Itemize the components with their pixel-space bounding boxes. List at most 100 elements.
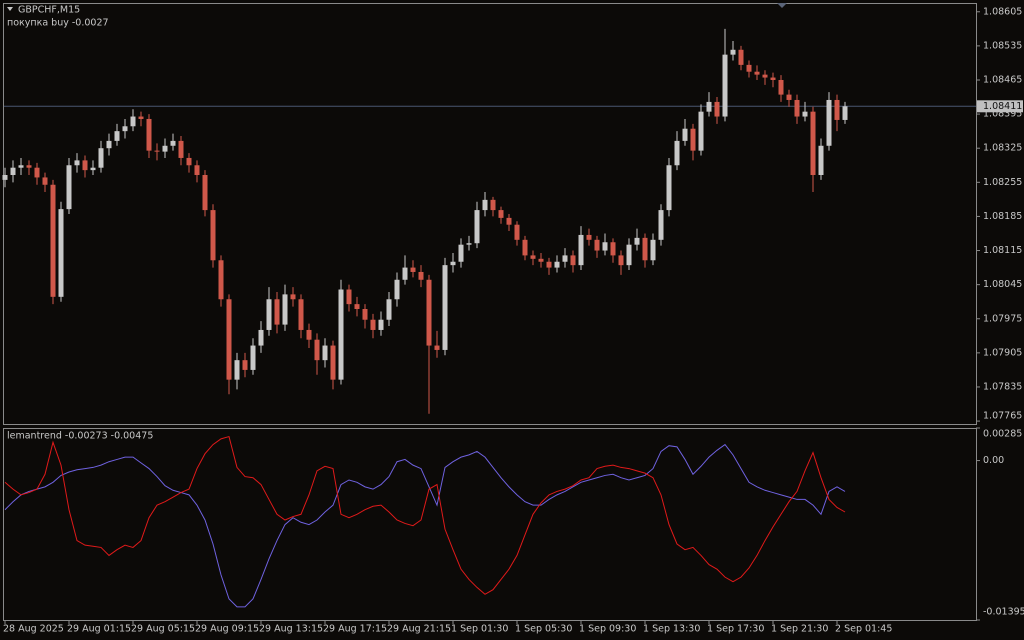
candle-body xyxy=(114,131,120,141)
candle-body xyxy=(562,255,568,262)
candle-body xyxy=(602,242,608,251)
candle-body xyxy=(466,243,472,245)
candle-body xyxy=(82,160,88,171)
candle-body xyxy=(122,126,128,132)
candle-body xyxy=(154,150,160,152)
y-tick-label: 1.08255 xyxy=(983,177,1022,188)
y-tick-label: 0.00 xyxy=(983,455,1004,466)
x-tick-label: 1 Sep 21:30 xyxy=(771,624,828,635)
candle-body xyxy=(2,175,8,180)
candle-body xyxy=(146,118,152,151)
candle-body xyxy=(722,54,728,117)
candle-body xyxy=(338,289,344,380)
candle-body xyxy=(42,177,48,185)
candle-body xyxy=(690,128,696,151)
candle-body xyxy=(498,210,504,218)
candle-body xyxy=(258,329,264,346)
symbol-menu-arrow[interactable] xyxy=(7,7,13,11)
candle-body xyxy=(842,106,848,120)
candle-body xyxy=(362,309,368,320)
candle-body xyxy=(74,160,80,166)
candle-body xyxy=(770,77,776,80)
candle-body xyxy=(474,210,480,244)
y-tick-label: 1.08325 xyxy=(983,143,1022,154)
candle-body xyxy=(450,261,456,266)
x-tick-label: 29 Aug 01:15 xyxy=(67,624,131,635)
candle-body xyxy=(706,101,712,112)
x-tick-label: 1 Sep 09:30 xyxy=(579,624,636,635)
candle-body xyxy=(594,239,600,251)
candle-body xyxy=(50,184,56,297)
candle-body xyxy=(538,258,544,262)
indicator-panel-frame xyxy=(3,428,977,621)
candle-body xyxy=(834,99,840,120)
candle-body xyxy=(778,79,784,95)
candle-body xyxy=(794,99,800,117)
candle-body xyxy=(138,116,144,119)
x-tick-label: 28 Aug 2025 xyxy=(3,624,64,635)
candle-body xyxy=(290,294,296,300)
candle-body xyxy=(322,345,328,361)
x-tick-label: 29 Aug 05:15 xyxy=(131,624,195,635)
chart-shift-marker xyxy=(777,3,787,8)
candle-body xyxy=(738,49,744,65)
candle-body xyxy=(826,99,832,146)
candle-body xyxy=(682,128,688,141)
candle-body xyxy=(514,224,520,240)
candle-body xyxy=(26,165,32,168)
x-tick-label: 1 Sep 13:30 xyxy=(643,624,700,635)
candle-body xyxy=(434,345,440,350)
candle-body xyxy=(754,71,760,75)
current-price-tag xyxy=(977,100,1023,113)
candle-body xyxy=(426,279,432,346)
candle-body xyxy=(194,165,200,176)
candle-body xyxy=(610,242,616,256)
y-tick-label: 1.08535 xyxy=(983,40,1022,51)
candle-body xyxy=(490,199,496,211)
candle-body xyxy=(714,101,720,117)
candle-body xyxy=(802,111,808,117)
candle-body xyxy=(90,167,96,171)
candle-body xyxy=(34,167,40,178)
y-tick-label: 0.00285 xyxy=(983,429,1022,440)
y-tick-label: 1.08395 xyxy=(983,109,1022,120)
candle-body xyxy=(578,234,584,266)
candle-body xyxy=(218,260,224,300)
candle-body xyxy=(18,165,24,168)
indicator-line xyxy=(4,435,846,595)
candle-body xyxy=(394,279,400,300)
candle-body xyxy=(130,116,136,127)
candle-body xyxy=(170,140,176,146)
plot-layer: 1.08605 1.08535 1.08465 1.08395 1.08325 1.082… xyxy=(2,6,1024,635)
candle-body xyxy=(162,145,168,152)
candle-body xyxy=(234,360,240,380)
indicator-title: lemantrend -0.00273 -0.00475 xyxy=(7,431,153,442)
candle-body xyxy=(642,237,648,261)
price-panel-frame xyxy=(3,3,977,425)
y-tick-label: 1.08115 xyxy=(983,245,1022,256)
candle-body xyxy=(266,299,272,330)
candle-body xyxy=(674,140,680,166)
candle-body xyxy=(458,244,464,262)
candle-body xyxy=(818,145,824,176)
candle-body xyxy=(442,265,448,350)
current-price-label: 1.08411 xyxy=(983,101,1022,112)
x-tick-label: 29 Aug 09:15 xyxy=(195,624,259,635)
candle-body xyxy=(482,199,488,211)
y-tick-label: 1.08045 xyxy=(983,279,1022,290)
candle-body xyxy=(106,140,112,149)
y-tick-label: 1.07765 xyxy=(983,411,1022,422)
candle-body xyxy=(282,294,288,325)
x-tick-label: 1 Sep 05:30 xyxy=(515,624,572,635)
candle-body xyxy=(378,319,384,330)
symbol-title: GBPCHF,M15 xyxy=(18,5,80,16)
candle-body xyxy=(634,237,640,245)
x-tick-label: 29 Aug 17:15 xyxy=(323,624,387,635)
x-tick-label: 2 Sep 01:45 xyxy=(835,624,892,635)
candle-body xyxy=(666,165,672,211)
candle-body xyxy=(66,165,72,210)
candle-body xyxy=(626,244,632,266)
candle-body xyxy=(618,255,624,266)
